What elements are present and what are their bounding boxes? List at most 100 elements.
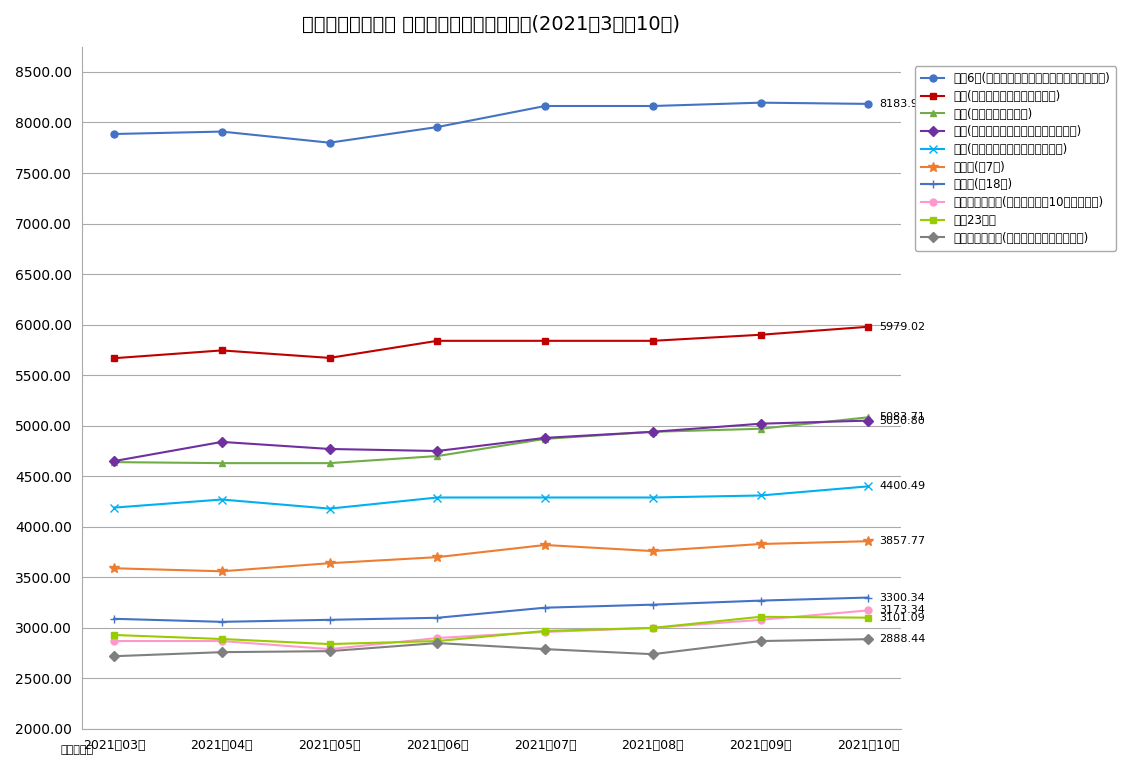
- Text: 3101.09: 3101.09: [880, 613, 925, 623]
- 城西(中野・杉並・練馬): [108, 458, 121, 467]
- Text: 3173.34: 3173.34: [880, 605, 925, 615]
- 横浜市(全18区): [430, 613, 444, 622]
- Legend: 都心6区(千代田・中央・港・新宿・文京・渋谷), 城南(品川・目黒・大田・世田谷), 城西(中野・杉並・練馬), 城東(台東・墨田・江東・葛飾・江戸川), 城北: 都心6区(千代田・中央・港・新宿・文京・渋谷), 城南(品川・目黒・大田・世田谷…: [915, 66, 1116, 250]
- Text: 5050.80: 5050.80: [880, 415, 925, 425]
- 都心6区(千代田・中央・港・新宿・文京・渋谷): [539, 101, 552, 111]
- 城東(台東・墨田・江東・葛飾・江戸川): [539, 433, 552, 442]
- 埼玉主要エリア(さいたま市全10区・川口市): [108, 637, 121, 646]
- 都心6区(千代田・中央・港・新宿・文京・渋谷): [108, 129, 121, 138]
- 城西(中野・杉並・練馬): [539, 434, 552, 443]
- 東京23区外: [861, 613, 875, 622]
- 横浜市(全18区): [539, 603, 552, 612]
- Line: 城西(中野・杉並・練馬): 城西(中野・杉並・練馬): [111, 414, 872, 467]
- 東京23区外: [215, 634, 229, 644]
- Line: 城東(台東・墨田・江東・葛飾・江戸川): 城東(台東・墨田・江東・葛飾・江戸川): [111, 417, 872, 465]
- 城北(豊島・北・荒川・板橋・足立): [754, 491, 767, 500]
- 都心6区(千代田・中央・港・新宿・文京・渋谷): [646, 101, 660, 111]
- 埼玉主要エリア(さいたま市全10区・川口市): [861, 606, 875, 615]
- 横浜市(全18区): [323, 615, 336, 624]
- Text: 3857.77: 3857.77: [880, 536, 925, 546]
- 城東(台東・墨田・江東・葛飾・江戸川): [430, 446, 444, 455]
- 都心6区(千代田・中央・港・新宿・文京・渋谷): [754, 98, 767, 108]
- 東京23区外: [323, 640, 336, 649]
- 川崎市(全7区): [646, 547, 660, 556]
- 埼玉主要エリア(さいたま市全10区・川口市): [539, 627, 552, 637]
- 埼玉主要エリア(さいたま市全10区・川口市): [646, 624, 660, 633]
- 横浜市(全18区): [861, 593, 875, 602]
- 東京23区外: [646, 624, 660, 633]
- 城北(豊島・北・荒川・板橋・足立): [539, 493, 552, 502]
- Line: 城北(豊島・北・荒川・板橋・足立): 城北(豊島・北・荒川・板橋・足立): [110, 482, 873, 513]
- 都心6区(千代田・中央・港・新宿・文京・渋谷): [430, 122, 444, 131]
- Text: 5979.02: 5979.02: [880, 322, 925, 332]
- 東京23区外: [430, 637, 444, 646]
- 千葉主要エリア(市川市・船橋市・浦安市): [108, 651, 121, 660]
- 川崎市(全7区): [539, 541, 552, 550]
- 城北(豊島・北・荒川・板橋・足立): [108, 503, 121, 512]
- 城北(豊島・北・荒川・板橋・足立): [323, 504, 336, 513]
- 千葉主要エリア(市川市・船橋市・浦安市): [430, 638, 444, 647]
- 東京23区外: [108, 631, 121, 640]
- 城東(台東・墨田・江東・葛飾・江戸川): [861, 416, 875, 425]
- 城南(品川・目黒・大田・世田谷): [323, 353, 336, 362]
- 城北(豊島・北・荒川・板橋・足立): [215, 495, 229, 504]
- 城北(豊島・北・荒川・板橋・足立): [646, 493, 660, 502]
- 川崎市(全7区): [430, 552, 444, 561]
- 川崎市(全7区): [108, 564, 121, 573]
- Line: 都心6区(千代田・中央・港・新宿・文京・渋谷): 都心6区(千代田・中央・港・新宿・文京・渋谷): [111, 99, 872, 146]
- Text: 8183.91: 8183.91: [880, 99, 925, 109]
- 埼玉主要エリア(さいたま市全10区・川口市): [323, 644, 336, 654]
- 城西(中野・杉並・練馬): [646, 427, 660, 436]
- 城南(品川・目黒・大田・世田谷): [215, 346, 229, 355]
- 千葉主要エリア(市川市・船橋市・浦安市): [646, 650, 660, 659]
- 城南(品川・目黒・大田・世田谷): [108, 353, 121, 362]
- 千葉主要エリア(市川市・船橋市・浦安市): [323, 647, 336, 656]
- 川崎市(全7区): [754, 539, 767, 548]
- 城東(台東・墨田・江東・葛飾・江戸川): [323, 445, 336, 454]
- Line: 千葉主要エリア(市川市・船橋市・浦安市): 千葉主要エリア(市川市・船橋市・浦安市): [111, 636, 872, 660]
- Line: 川崎市(全7区): 川崎市(全7区): [109, 536, 873, 576]
- 城西(中野・杉並・練馬): [430, 452, 444, 461]
- Text: 2888.44: 2888.44: [880, 634, 926, 644]
- 城西(中野・杉並・練馬): [754, 424, 767, 433]
- 千葉主要エリア(市川市・船橋市・浦安市): [539, 644, 552, 654]
- 埼玉主要エリア(さいたま市全10区・川口市): [215, 637, 229, 646]
- 都心6区(千代田・中央・港・新宿・文京・渋谷): [323, 138, 336, 147]
- Text: 3300.34: 3300.34: [880, 593, 925, 603]
- 千葉主要エリア(市川市・船橋市・浦安市): [754, 637, 767, 646]
- 横浜市(全18区): [646, 600, 660, 609]
- 城南(品川・目黒・大田・世田谷): [646, 336, 660, 346]
- Text: 単位：万円: 単位：万円: [60, 745, 93, 755]
- 城東(台東・墨田・江東・葛飾・江戸川): [754, 419, 767, 429]
- 城南(品川・目黒・大田・世田谷): [861, 322, 875, 331]
- 城南(品川・目黒・大田・世田谷): [539, 336, 552, 346]
- 城北(豊島・北・荒川・板橋・足立): [430, 493, 444, 502]
- 埼玉主要エリア(さいたま市全10区・川口市): [754, 615, 767, 624]
- 城東(台東・墨田・江東・葛飾・江戸川): [215, 437, 229, 446]
- 城西(中野・杉並・練馬): [215, 458, 229, 468]
- 城南(品川・目黒・大田・世田谷): [754, 330, 767, 339]
- Line: 埼玉主要エリア(さいたま市全10区・川口市): 埼玉主要エリア(さいたま市全10区・川口市): [111, 607, 872, 653]
- Text: 4400.49: 4400.49: [880, 482, 925, 492]
- 川崎市(全7区): [215, 567, 229, 576]
- 千葉主要エリア(市川市・船橋市・浦安市): [215, 647, 229, 657]
- 城南(品川・目黒・大田・世田谷): [430, 336, 444, 346]
- 都心6区(千代田・中央・港・新宿・文京・渋谷): [215, 127, 229, 136]
- 川崎市(全7区): [323, 558, 336, 568]
- 都心6区(千代田・中央・港・新宿・文京・渋谷): [861, 99, 875, 108]
- 城東(台東・墨田・江東・葛飾・江戸川): [108, 456, 121, 465]
- 埼玉主要エリア(さいたま市全10区・川口市): [430, 634, 444, 643]
- Line: 横浜市(全18区): 横浜市(全18区): [110, 594, 873, 626]
- 川崎市(全7区): [861, 537, 875, 546]
- 東京23区外: [539, 627, 552, 636]
- Title: 首都圏主要エリア 中古マンション相場推移(2021年3月〜10月): 首都圏主要エリア 中古マンション相場推移(2021年3月〜10月): [302, 15, 680, 34]
- 横浜市(全18区): [108, 614, 121, 624]
- Text: 5083.71: 5083.71: [880, 412, 925, 422]
- 城西(中野・杉並・練馬): [323, 458, 336, 468]
- 城東(台東・墨田・江東・葛飾・江戸川): [646, 427, 660, 436]
- 城北(豊島・北・荒川・板橋・足立): [861, 482, 875, 491]
- Line: 東京23区外: 東京23区外: [111, 614, 872, 647]
- 城西(中野・杉並・練馬): [861, 412, 875, 422]
- 横浜市(全18区): [215, 617, 229, 627]
- Line: 城南(品川・目黒・大田・世田谷): 城南(品川・目黒・大田・世田谷): [111, 323, 872, 362]
